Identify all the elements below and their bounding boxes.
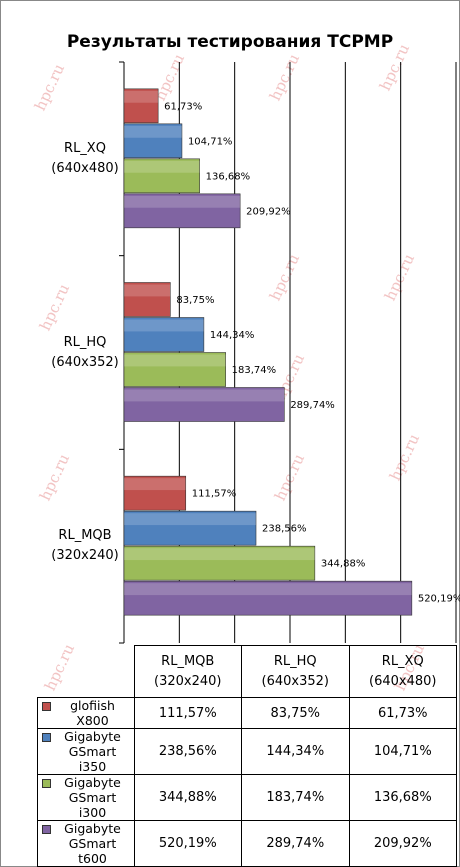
- data-label: 344,88%: [321, 559, 366, 570]
- table-cell: 520,19%: [133, 820, 242, 867]
- legend-swatch: [42, 825, 51, 834]
- table-cell: 61,73%: [348, 697, 457, 729]
- bar: [123, 282, 171, 317]
- bar: [123, 317, 205, 352]
- table-corner: [37, 645, 135, 698]
- table-header-row: RL_MQB (320x240) RL_HQ (640x352) RL_XQ (64…: [37, 645, 457, 698]
- bar: [123, 580, 413, 616]
- bar: [123, 158, 200, 194]
- data-label: 183,74%: [232, 365, 277, 376]
- bar-highlight: [124, 125, 182, 138]
- bar: [123, 510, 257, 546]
- table-cell: 83,75%: [241, 697, 350, 729]
- table-cell: 144,34%: [241, 728, 350, 775]
- legend-entry: Gigabyte GSmart i300: [37, 774, 135, 821]
- legend-entry: glofiish X800: [37, 697, 135, 729]
- data-label: 83,75%: [176, 295, 214, 306]
- legend-label: glofiish X800: [70, 698, 115, 728]
- y-tick-label: RL_MQB (320x240): [51, 528, 119, 564]
- bar-highlight: [124, 319, 204, 332]
- bar-highlight: [124, 389, 285, 402]
- data-label: 136,68%: [206, 171, 251, 182]
- bar: [123, 193, 241, 229]
- bar-highlight: [124, 160, 200, 173]
- table-cell: 104,71%: [348, 728, 457, 775]
- bar-highlight: [124, 583, 412, 596]
- data-label: 520,19%: [418, 594, 460, 605]
- legend-swatch: [42, 702, 51, 711]
- data-label: 238,56%: [262, 524, 307, 535]
- table-cell: 289,74%: [241, 820, 350, 867]
- bar: [123, 387, 285, 422]
- table-row: glofiish X800 111,57% 83,75% 61,73%: [37, 697, 457, 729]
- legend-label: Gigabyte GSmart i350: [64, 729, 121, 774]
- bar-highlight: [124, 354, 226, 367]
- data-label: 144,34%: [210, 330, 255, 341]
- bar-highlight: [124, 195, 241, 208]
- table-header: RL_HQ (640x352): [241, 645, 350, 698]
- table-cell: 136,68%: [348, 774, 457, 821]
- bar-highlight: [124, 513, 257, 526]
- table-header: RL_XQ (640x480): [348, 645, 457, 698]
- y-tick-label: RL_HQ (640x352): [51, 334, 119, 370]
- legend-label: Gigabyte GSmart i300: [64, 775, 121, 820]
- bar-highlight: [124, 548, 315, 561]
- legend-entry: Gigabyte GSmart t600: [37, 820, 135, 867]
- data-table: RL_MQB (320x240) RL_HQ (640x352) RL_XQ (64…: [37, 645, 457, 867]
- bar-highlight: [124, 478, 186, 491]
- legend-swatch: [42, 779, 51, 788]
- table-cell: 183,74%: [241, 774, 350, 821]
- data-label: 111,57%: [192, 489, 237, 500]
- bar-highlight: [124, 90, 159, 103]
- table-row: Gigabyte GSmart t600 520,19% 289,74% 209,92…: [37, 820, 457, 867]
- table-cell: 111,57%: [133, 697, 242, 729]
- bar: [123, 352, 226, 387]
- table-cell: 344,88%: [133, 774, 242, 821]
- data-label: 209,92%: [246, 206, 291, 217]
- legend-swatch: [42, 733, 51, 742]
- data-label: 104,71%: [188, 136, 233, 147]
- table-row: Gigabyte GSmart i300 344,88% 183,74% 136,68…: [37, 774, 457, 821]
- bar: [123, 123, 183, 159]
- legend-label: Gigabyte GSmart t600: [64, 821, 121, 866]
- data-label: 61,73%: [164, 101, 202, 112]
- table-row: Gigabyte GSmart i350 238,56% 144,34% 104,71…: [37, 728, 457, 775]
- bar-highlight: [124, 284, 171, 297]
- bar: [123, 88, 159, 124]
- bar: [123, 545, 316, 581]
- table-cell: 238,56%: [133, 728, 242, 775]
- legend-entry: Gigabyte GSmart i350: [37, 728, 135, 775]
- table-header: RL_MQB (320x240): [133, 645, 242, 698]
- chart-title: Результаты тестирования TCPMP: [67, 32, 393, 52]
- y-tick-label: RL_XQ (640x480): [51, 140, 119, 176]
- table-cell: 209,92%: [348, 820, 457, 867]
- data-label: 289,74%: [290, 400, 335, 411]
- bar: [123, 475, 187, 511]
